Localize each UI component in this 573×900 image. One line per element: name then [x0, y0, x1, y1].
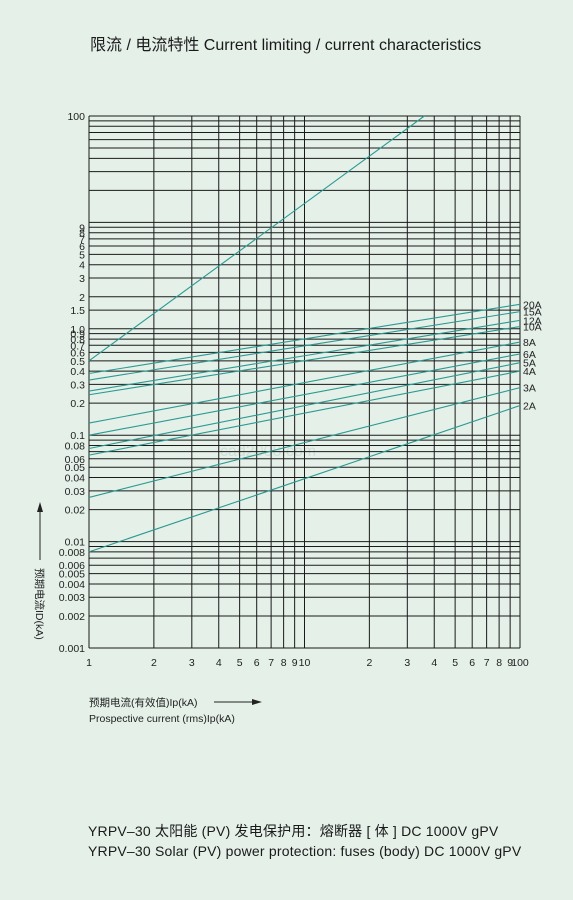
y-tick-label: 7	[79, 234, 85, 246]
curve-5a	[88, 362, 521, 450]
chart-title: 限流 / 电流特性 Current limiting / current cha…	[90, 37, 482, 54]
curve-8a	[88, 341, 521, 424]
y-tick-label: 100	[67, 111, 85, 123]
x-tick-label: 8	[281, 657, 287, 669]
footer-line-cn: YRPV–30 太阳能 (PV) 发电保护用：熔断器 [ 体 ] DC 1000…	[88, 823, 499, 839]
curve-label-12a: 12A	[523, 315, 542, 327]
y-tick-label: 0.05	[65, 462, 86, 474]
y-axis-label: 预期电流ID(kA)	[33, 502, 46, 640]
chart-curves	[88, 115, 521, 553]
curve-label-2a: 2A	[523, 401, 536, 413]
svg-text:预期电流ID(kA): 预期电流ID(kA)	[33, 568, 46, 640]
y-tick-label: 0.005	[59, 569, 85, 581]
y-tick-label: 1.5	[70, 305, 85, 317]
y-tick-label: 0.06	[65, 454, 86, 466]
curve-6a	[88, 353, 521, 436]
x-tick-label: 7	[484, 657, 490, 669]
y-tick-label: 0.02	[65, 505, 86, 517]
curve-label-15a: 15A	[523, 307, 542, 319]
x-tick-label: 4	[216, 657, 222, 669]
x-tick-label: 3	[189, 657, 195, 669]
x-tick-label: 8	[496, 657, 502, 669]
y-tick-label: 0.4	[70, 366, 85, 378]
curve-3a	[88, 387, 521, 498]
curve-label-6a: 6A	[523, 349, 536, 361]
x-tick-label: 9	[507, 657, 513, 669]
y-tick-label: 0.7	[70, 340, 85, 352]
curve-10a	[88, 326, 521, 396]
y-tick-label: 9	[79, 222, 85, 234]
y-tick-label: 0.9	[70, 329, 85, 341]
curve-20a	[88, 303, 521, 375]
chart-grid	[88, 115, 521, 649]
x-tick-label: 7	[268, 657, 274, 669]
curve-label-4a: 4A	[523, 366, 536, 378]
curve-label-10a: 10A	[523, 322, 542, 334]
x-tick-label: 1	[86, 657, 92, 669]
y-tick-label: 0.01	[65, 537, 86, 549]
y-tick-label: 0.1	[70, 430, 85, 442]
y-tick-label: 0.04	[65, 473, 86, 485]
y-tick-label: 5	[79, 249, 85, 261]
curve-label-20a: 20A	[523, 299, 542, 311]
y-tick-label: 0.006	[59, 560, 85, 572]
x-tick-label: 6	[254, 657, 260, 669]
curve-label-8a: 8A	[523, 337, 536, 349]
x-axis-label: 预期电流(有效值)Ip(kA) Prospective current (rms…	[89, 696, 262, 725]
x-tick-label: 4	[431, 657, 437, 669]
x-tick-label: 2	[366, 657, 372, 669]
x-tick-label: 9	[292, 657, 298, 669]
y-tick-label: 4	[79, 260, 85, 272]
y-tick-label: 0.004	[59, 579, 85, 591]
svg-text:Prospective current (rms)Ip(kA: Prospective current (rms)Ip(kA)	[89, 713, 235, 725]
y-tick-label: 0.08	[65, 441, 86, 453]
y-tick-label: 0.008	[59, 547, 85, 559]
y-tick-label: 0.03	[65, 486, 86, 498]
y-tick-label: 0.5	[70, 356, 85, 368]
x-tick-label: 2	[151, 657, 157, 669]
curve-4a	[88, 370, 521, 456]
y-tick-label: 0.2	[70, 398, 85, 410]
x-tick-label: 3	[404, 657, 410, 669]
x-tick-label: 5	[237, 657, 243, 669]
curve-15a	[88, 311, 521, 381]
x-tick-label: 10	[299, 657, 311, 669]
x-tick-label: 6	[469, 657, 475, 669]
y-tick-label: 8	[79, 228, 85, 240]
y-tick-label: 2	[79, 292, 85, 304]
y-tick-label: 0.002	[59, 611, 85, 623]
x-tick-label: 100	[511, 657, 529, 669]
curve-cutoff	[88, 115, 425, 362]
y-tick-label: 0.003	[59, 592, 85, 604]
y-tick-label: 0.8	[70, 334, 85, 346]
y-tick-label: 1.0	[70, 324, 85, 336]
y-tick-label: 0.3	[70, 379, 85, 391]
curve-12a	[88, 319, 521, 392]
curve-label-5a: 5A	[523, 358, 536, 370]
svg-text:预期电流(有效值)Ip(kA): 预期电流(有效值)Ip(kA)	[89, 696, 198, 709]
y-tick-label: 6	[79, 241, 85, 253]
curve-2a	[88, 405, 521, 553]
curve-label-3a: 3A	[523, 383, 536, 395]
y-tick-label: 0.6	[70, 347, 85, 359]
y-tick-label: 3	[79, 273, 85, 285]
x-tick-label: 5	[452, 657, 458, 669]
footer-line-en: YRPV–30 Solar (PV) power protection: fus…	[88, 843, 522, 859]
y-tick-label: 0.001	[59, 643, 85, 655]
